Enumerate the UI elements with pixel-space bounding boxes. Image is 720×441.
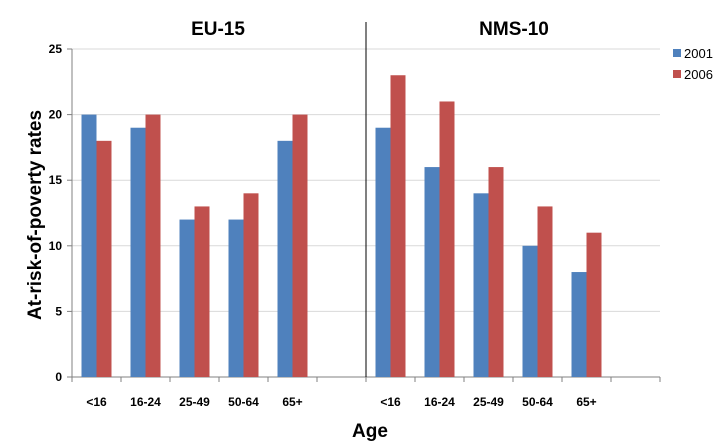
category-label: 25-49 xyxy=(179,395,210,409)
panel-title-eu15: EU-15 xyxy=(191,19,245,40)
category-label: 50-64 xyxy=(228,395,259,409)
bar-eu-15-2006-4 xyxy=(292,114,308,377)
category-label: 65+ xyxy=(576,395,596,409)
legend-swatch-2001 xyxy=(673,49,681,57)
category-labels: <16 16-24 25-49 50-64 65+ <16 16-24 25-49 50-64 6… xyxy=(86,395,596,409)
y-tick-label: 20 xyxy=(49,108,63,122)
bar-nms-10-2006-2 xyxy=(488,167,504,377)
bars xyxy=(81,75,602,378)
bar-nms-10-2006-1 xyxy=(439,101,455,377)
category-label: 50-64 xyxy=(522,395,553,409)
y-tick-label: 0 xyxy=(55,370,62,384)
bar-eu-15-2006-0 xyxy=(96,140,112,377)
bar-eu-15-2006-1 xyxy=(145,114,161,377)
axes xyxy=(67,22,661,382)
bar-nms-10-2001-4 xyxy=(571,272,587,377)
bar-nms-10-2001-2 xyxy=(473,193,489,377)
bar-eu-15-2001-3 xyxy=(228,219,244,377)
category-label: 16-24 xyxy=(130,395,161,409)
category-label: 65+ xyxy=(282,395,302,409)
legend-label-2001: 2001 xyxy=(684,46,713,61)
y-tick-label: 25 xyxy=(49,42,63,56)
x-axis-label: Age xyxy=(352,421,388,441)
y-tick-label: 15 xyxy=(49,173,63,187)
legend-swatch-2006 xyxy=(673,70,681,78)
category-label: 25-49 xyxy=(473,395,504,409)
y-tick-label: 5 xyxy=(55,304,62,318)
bar-nms-10-2006-0 xyxy=(390,75,406,378)
bar-eu-15-2006-3 xyxy=(243,193,259,377)
bar-eu-15-2001-4 xyxy=(277,140,293,377)
bar-eu-15-2001-1 xyxy=(130,127,146,377)
bar-nms-10-2001-3 xyxy=(522,245,538,377)
bar-eu-15-2006-2 xyxy=(194,206,210,377)
bar-nms-10-2006-4 xyxy=(586,232,602,377)
bar-eu-15-2001-2 xyxy=(179,219,195,377)
y-axis-label: At-risk-of-poverty rates xyxy=(25,110,46,320)
category-label: <16 xyxy=(380,395,401,409)
category-label: 16-24 xyxy=(424,395,455,409)
bar-nms-10-2001-0 xyxy=(375,127,391,377)
bar-nms-10-2006-3 xyxy=(537,206,553,377)
category-label: <16 xyxy=(86,395,107,409)
bar-eu-15-2001-0 xyxy=(81,114,97,377)
bar-nms-10-2001-1 xyxy=(424,167,440,377)
y-tick-label: 10 xyxy=(49,239,63,253)
y-tick-labels: 0 5 10 15 20 25 xyxy=(49,42,63,384)
legend: 2001 2006 xyxy=(673,46,713,82)
legend-label-2006: 2006 xyxy=(684,67,713,82)
panel-title-nms10: NMS-10 xyxy=(479,19,549,40)
